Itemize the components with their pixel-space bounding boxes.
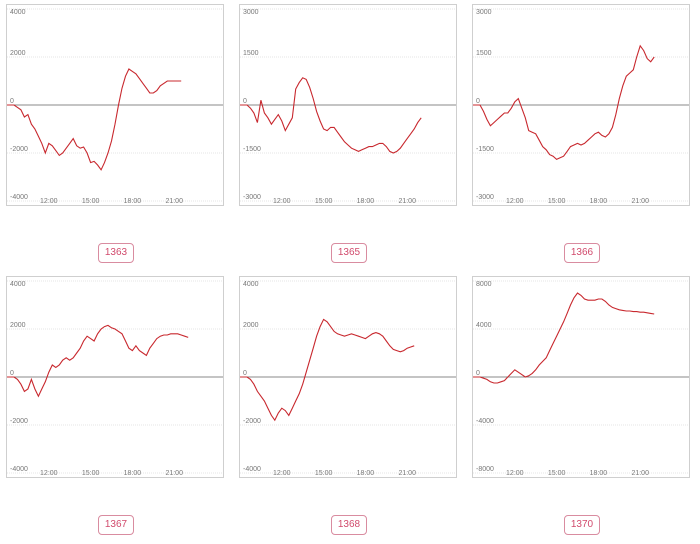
y-tick-label: -4000 [243, 466, 261, 473]
x-tick-label: 12:00 [273, 470, 291, 477]
x-tick-label: 15:00 [315, 198, 333, 205]
x-tick-label: 12:00 [506, 198, 524, 205]
chart-panel: 4000 2000 0 -2000 -4000 12:00 15:00 18:00 21:00 … [233, 272, 457, 542]
y-tick-label: 0 [476, 98, 480, 105]
line-chart: 4000 2000 0 -2000 -4000 12:00 15:00 18:00 21:00 [240, 280, 456, 477]
series-line [240, 318, 415, 422]
chart-frame: 3000 1500 0 -1500 -3000 12:00 15:00 18:00 21:00 [239, 4, 457, 206]
y-tick-label: 2000 [10, 50, 26, 57]
line-chart: 3000 1500 0 -1500 -3000 12:00 15:00 18:00 21:00 [240, 8, 456, 205]
y-tick-label: -4000 [10, 194, 28, 201]
x-tick-label: 15:00 [315, 470, 333, 477]
chart-label-badge[interactable]: 1368 [331, 515, 367, 535]
chart-panel: 4000 2000 0 -2000 -4000 12:00 15:00 18:00 21:00 … [0, 0, 224, 270]
y-tick-label: -2000 [10, 146, 28, 153]
x-tick-label: 18:00 [124, 470, 142, 477]
chart-panel: 3000 1500 0 -1500 -3000 12:00 15:00 18:00 21:00 … [466, 0, 690, 270]
x-tick-label: 12:00 [273, 198, 291, 205]
y-tick-label: 0 [476, 370, 480, 377]
x-tick-label: 21:00 [398, 198, 416, 205]
y-tick-label: -3000 [243, 194, 261, 201]
y-tick-label: 3000 [476, 9, 492, 16]
x-tick-label: 15:00 [82, 470, 100, 477]
y-tick-label: 0 [10, 370, 14, 377]
x-tick-label: 12:00 [40, 198, 58, 205]
chart-label-badge[interactable]: 1365 [331, 243, 367, 263]
x-tick-label: 21:00 [165, 198, 183, 205]
chart-frame: 3000 1500 0 -1500 -3000 12:00 15:00 18:00 21:00 [472, 4, 690, 206]
y-tick-label: 0 [243, 98, 247, 105]
x-tick-label: 18:00 [590, 198, 608, 205]
x-tick-label: 15:00 [548, 470, 566, 477]
y-tick-label: -2000 [243, 418, 261, 425]
y-tick-label: -2000 [10, 418, 28, 425]
y-tick-label: -4000 [10, 466, 28, 473]
series-line [7, 68, 182, 171]
chart-label-badge[interactable]: 1363 [98, 243, 134, 263]
series-line [473, 44, 655, 161]
y-tick-label: -8000 [476, 466, 494, 473]
x-tick-label: 21:00 [165, 470, 183, 477]
x-tick-label: 18:00 [124, 198, 142, 205]
y-tick-label: 0 [10, 98, 14, 105]
x-tick-label: 18:00 [357, 470, 375, 477]
y-tick-label: -1500 [243, 146, 261, 153]
series-line [473, 292, 655, 384]
chart-frame: 8000 4000 0 -4000 -8000 12:00 15:00 18:00 21:00 [472, 276, 690, 478]
y-tick-label: 2000 [243, 322, 259, 329]
line-chart: 4000 2000 0 -2000 -4000 12:00 15:00 18:00 21:00 [7, 280, 223, 477]
chart-frame: 4000 2000 0 -2000 -4000 12:00 15:00 18:00 21:00 [239, 276, 457, 478]
x-tick-label: 21:00 [631, 198, 649, 205]
x-tick-label: 18:00 [590, 470, 608, 477]
y-tick-label: 1500 [476, 50, 492, 57]
series-line [240, 77, 422, 154]
x-tick-label: 15:00 [548, 198, 566, 205]
y-tick-label: 2000 [10, 322, 26, 329]
y-tick-label: -3000 [476, 194, 494, 201]
y-tick-label: -1500 [476, 146, 494, 153]
chart-panel: 3000 1500 0 -1500 -3000 12:00 15:00 18:00 21:00 … [233, 0, 457, 270]
y-tick-label: -4000 [476, 418, 494, 425]
x-tick-label: 21:00 [631, 470, 649, 477]
chart-frame: 4000 2000 0 -2000 -4000 12:00 15:00 18:00 21:00 [6, 4, 224, 206]
x-tick-label: 21:00 [398, 470, 416, 477]
y-tick-label: 1500 [243, 50, 259, 57]
x-tick-label: 18:00 [357, 198, 375, 205]
chart-label-badge[interactable]: 1366 [564, 243, 600, 263]
x-tick-label: 12:00 [40, 470, 58, 477]
chart-panel: 4000 2000 0 -2000 -4000 12:00 15:00 18:00 21:00 … [0, 272, 224, 542]
y-tick-label: 4000 [10, 281, 26, 288]
chart-frame: 4000 2000 0 -2000 -4000 12:00 15:00 18:00 21:00 [6, 276, 224, 478]
y-tick-label: 0 [243, 370, 247, 377]
chart-label-badge[interactable]: 1370 [564, 515, 600, 535]
x-tick-label: 12:00 [506, 470, 524, 477]
y-tick-label: 3000 [243, 9, 259, 16]
chart-label-badge[interactable]: 1367 [98, 515, 134, 535]
line-chart: 8000 4000 0 -4000 -8000 12:00 15:00 18:00 21:00 [473, 280, 689, 477]
line-chart: 3000 1500 0 -1500 -3000 12:00 15:00 18:00 21:00 [473, 8, 689, 205]
series-line [7, 324, 189, 398]
chart-panel: 8000 4000 0 -4000 -8000 12:00 15:00 18:00 21:00 … [466, 272, 690, 542]
x-tick-label: 15:00 [82, 198, 100, 205]
y-tick-label: 8000 [476, 281, 492, 288]
line-chart: 4000 2000 0 -2000 -4000 12:00 15:00 18:00 21:00 [7, 8, 223, 205]
y-tick-label: 4000 [10, 9, 26, 16]
y-tick-label: 4000 [476, 322, 492, 329]
y-tick-label: 4000 [243, 281, 259, 288]
